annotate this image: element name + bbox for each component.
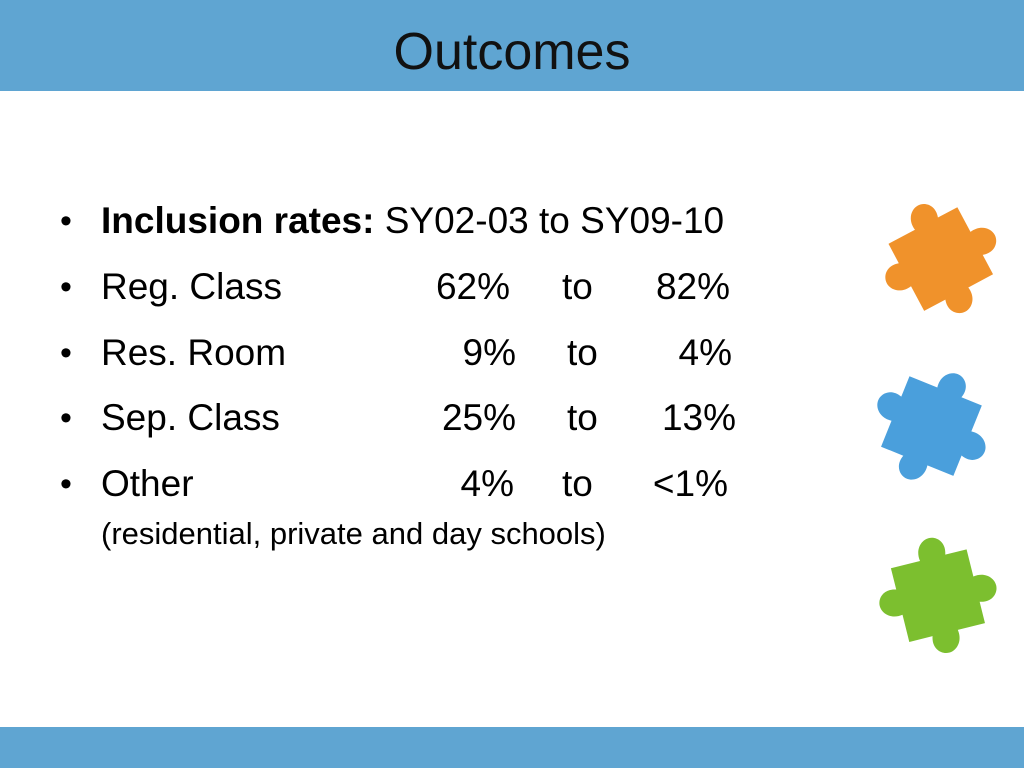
row-to-value: 13% (661, 397, 736, 438)
slide-title: Outcomes (393, 23, 631, 81)
row-label: Res. Room (101, 332, 287, 373)
row-from-value: 62% (435, 266, 510, 307)
row-to-word: to (567, 332, 598, 373)
row-from-value: 4% (460, 463, 514, 504)
bullet-icon: • (60, 465, 72, 503)
row-to-value: <1% (652, 463, 728, 504)
row-from-value: 25% (441, 397, 516, 438)
bullet-icon: • (60, 399, 72, 437)
heading-bold-label: Inclusion rates: (101, 200, 375, 241)
green-puzzle-piece-icon (866, 525, 1010, 667)
bullet-row-res-room: • Res. Room 9% to 4% (0, 328, 840, 378)
heading-period: SY02-03 to SY09-10 (384, 200, 725, 241)
row-label: Reg. Class (101, 266, 282, 307)
blue-puzzle-piece-icon (854, 350, 1008, 502)
row-to-word: to (567, 397, 598, 438)
bullet-row-sep-class: • Sep. Class 25% to 13% (0, 393, 840, 443)
row-to-word: to (562, 463, 593, 504)
row-to-value: 82% (655, 266, 730, 307)
row-to-value: 4% (678, 332, 732, 373)
bullet-row-reg-class: • Reg. Class 62% to 82% (0, 262, 840, 312)
heading-text: Inclusion rates: SY02-03 to SY09-10 (101, 196, 724, 246)
header-bar (0, 0, 1024, 91)
bullet-row-other: • Other 4% to <1% (0, 459, 840, 509)
bullet-heading: • Inclusion rates: SY02-03 to SY09-10 (0, 196, 840, 246)
row-from-value: 9% (462, 332, 516, 373)
row-label: Other (101, 463, 194, 504)
puzzle-pieces-decoration (854, 180, 1021, 667)
other-note: (residential, private and day schools) (101, 516, 606, 551)
orange-puzzle-piece-icon (861, 180, 1021, 338)
bullet-icon: • (60, 334, 72, 372)
row-to-word: to (562, 266, 593, 307)
bullet-icon: • (60, 202, 72, 240)
row-label: Sep. Class (101, 397, 280, 438)
bullet-icon: • (60, 268, 72, 306)
footer-bar (0, 727, 1024, 768)
